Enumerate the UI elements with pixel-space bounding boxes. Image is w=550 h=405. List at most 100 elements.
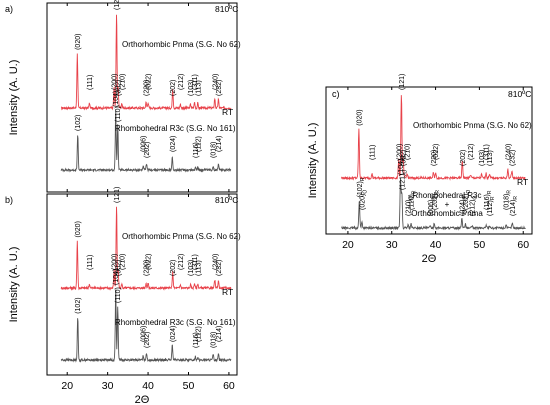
series-trace bbox=[340, 95, 526, 181]
peak-label: (104) bbox=[113, 269, 120, 285]
peak-label: (220) bbox=[144, 260, 151, 276]
x-tick-label: 50 bbox=[474, 239, 486, 251]
peak-label: (220) bbox=[431, 150, 438, 166]
rt-label: RT bbox=[222, 287, 233, 297]
x-tick-label: 30 bbox=[102, 380, 114, 392]
x-tick-label: 40 bbox=[430, 239, 442, 251]
peak-label: (232) bbox=[216, 80, 223, 96]
peak-label: (018) bbox=[211, 332, 218, 348]
peak-label: (202) bbox=[170, 80, 177, 96]
peak-label: (210)O bbox=[405, 196, 414, 216]
peak-label: (232) bbox=[509, 150, 516, 166]
x-axis-title: 2Θ bbox=[135, 394, 150, 405]
x-tick-label: 60 bbox=[517, 239, 529, 251]
x-tick-label: 30 bbox=[386, 239, 398, 251]
x-tick-label: 60 bbox=[223, 380, 235, 392]
peak-label: (002) bbox=[401, 150, 408, 166]
peak-label: (110)R bbox=[409, 190, 418, 210]
phase-label: Orthorhombic Pnma (S.G. No 62) bbox=[122, 40, 241, 49]
peak-label: (102) bbox=[75, 297, 82, 313]
peak-label: (111) bbox=[87, 75, 94, 90]
peak-label: (020) bbox=[75, 34, 82, 50]
x-axis-title: 2Θ bbox=[422, 253, 437, 265]
peak-label: (311) bbox=[192, 254, 199, 270]
peak-label: (214) bbox=[216, 326, 223, 342]
peak-label: (116) bbox=[193, 332, 200, 348]
peak-label: (006) bbox=[141, 326, 148, 342]
chart-panel-0: (020) (111) (121) (200)(002)(210) (220)(022)… bbox=[5, 0, 241, 193]
peak-label: (212) bbox=[178, 254, 185, 270]
peak-label: (200) bbox=[112, 254, 119, 270]
peak-label: (121) bbox=[399, 74, 406, 90]
peak-label: (113) bbox=[487, 150, 494, 166]
y-axis-title: Intensity (A. U.) bbox=[8, 247, 20, 323]
series-trace bbox=[60, 206, 232, 291]
series-trace bbox=[341, 178, 526, 231]
peak-label: (002) bbox=[116, 80, 123, 96]
peak-label: (110) bbox=[115, 287, 122, 303]
phase-label-plus: + bbox=[445, 200, 450, 209]
peak-label: (214)R bbox=[510, 196, 519, 216]
peak-label: (200) bbox=[396, 144, 403, 160]
peak-label: (024) bbox=[170, 326, 177, 342]
phase-label: Orthorhombic Pnma (S.G. No 62) bbox=[413, 121, 532, 130]
series-trace bbox=[60, 289, 232, 363]
peak-label: (202)R bbox=[432, 190, 441, 210]
peak-label: (020) bbox=[75, 221, 82, 237]
rt-label: RT bbox=[222, 107, 233, 117]
phase-label: Orthorhombic Pnma (S.G. No 62) bbox=[122, 232, 241, 241]
phase-label: Rhombohedral R3c (S.G. No 161) bbox=[115, 124, 236, 133]
peak-label: (020)O bbox=[359, 190, 368, 210]
temperature-label: 810ºC bbox=[215, 4, 238, 14]
peak-label: (104) bbox=[113, 91, 120, 107]
peak-label: (006)R bbox=[428, 196, 437, 216]
peak-label: (111) bbox=[87, 255, 94, 270]
x-tick-label: 20 bbox=[61, 380, 73, 392]
peak-label: (202) bbox=[144, 142, 151, 158]
peak-label: (232) bbox=[216, 260, 223, 276]
peak-label: (116) bbox=[193, 142, 200, 158]
peak-label: (220) bbox=[144, 80, 151, 96]
plot-frame bbox=[46, 193, 238, 376]
temperature-label: 810ºC bbox=[215, 195, 238, 205]
peak-label: (103) bbox=[188, 260, 195, 276]
peak-label: (024) bbox=[170, 136, 177, 152]
rt-label: RT bbox=[517, 177, 528, 187]
chart-panel-2: 20 30 40 50 60 2Θ (020) (111) (121) (200)(002) (21… bbox=[307, 74, 533, 265]
peak-label: (311) bbox=[483, 144, 490, 160]
peak-label: (020) bbox=[356, 109, 363, 125]
phase-label: Rhombohedral R3c (S.G. No 161) bbox=[115, 318, 236, 327]
peak-label: (311) bbox=[192, 74, 199, 90]
panel-tag: b) bbox=[5, 195, 13, 205]
peak-label: (202)O bbox=[463, 190, 472, 210]
peak-label: (212) bbox=[178, 74, 185, 90]
peak-label: (214) bbox=[216, 136, 223, 152]
peak-label: (103) bbox=[188, 80, 195, 96]
x-tick-label: 20 bbox=[342, 239, 354, 251]
peak-label: (202) bbox=[144, 332, 151, 348]
peak-label: (111) bbox=[370, 145, 377, 160]
y-axis-title: Intensity (A. U.) bbox=[307, 123, 319, 199]
peak-label: (113) bbox=[195, 80, 202, 96]
peak-label: (102)R bbox=[357, 177, 366, 197]
plot-frame bbox=[325, 86, 533, 235]
peak-label: (240) bbox=[212, 74, 219, 90]
peak-label: (018) bbox=[211, 142, 218, 158]
peak-label: (103) bbox=[479, 150, 486, 166]
y-axis-title: Intensity (A. U.) bbox=[8, 60, 20, 136]
peak-label: (022) bbox=[146, 254, 153, 270]
peak-label: (212)O bbox=[469, 196, 478, 216]
peak-label: (202) bbox=[460, 150, 467, 166]
chart-panel-1: 20 30 40 50 602Θ(020)(111)(121)(200)(002)(21… bbox=[5, 187, 241, 405]
peak-label: (006) bbox=[141, 136, 148, 152]
peak-label: (024)R bbox=[459, 196, 468, 216]
peak-label: (002) bbox=[116, 260, 123, 276]
peak-label: (202) bbox=[170, 260, 177, 276]
peak-label: (113) bbox=[195, 260, 202, 276]
peak-label: (212) bbox=[468, 144, 475, 160]
peak-label: (116)R bbox=[484, 190, 493, 210]
peak-label: (018)R bbox=[504, 190, 513, 210]
peak-label: (022) bbox=[146, 74, 153, 90]
panel-tag: c) bbox=[332, 89, 340, 99]
